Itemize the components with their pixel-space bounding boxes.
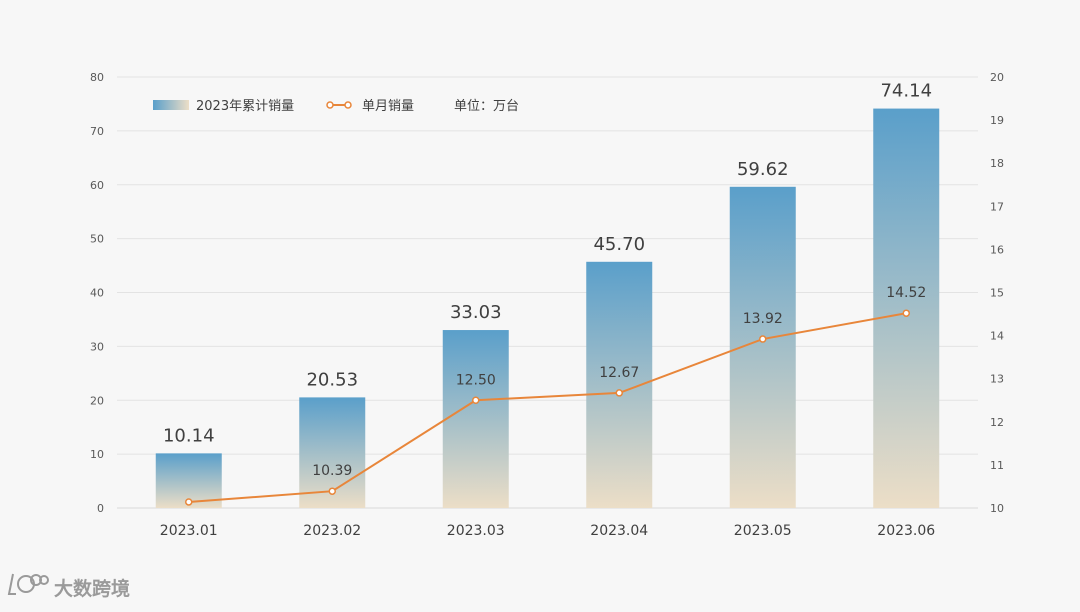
legend-swatch-bar <box>153 100 189 110</box>
x-axis-tick-label: 2023.03 <box>447 523 505 539</box>
bar-series: 10.14 20.53 33.03 45.70 59.62 74.14 <box>155 81 940 509</box>
bar-value-label: 10.14 <box>163 425 215 446</box>
x-axis-tick-label: 2023.06 <box>877 523 935 539</box>
line-value-label: 14.52 <box>886 285 926 301</box>
unit-note: 单位：万台 <box>454 99 519 114</box>
bar-value-label: 33.03 <box>450 302 502 323</box>
left-axis-tick-label: 30 <box>90 340 104 353</box>
right-axis-tick-label: 15 <box>990 287 1004 300</box>
bar-value-label: 59.62 <box>737 159 789 180</box>
legend-swatch-line-start <box>326 101 334 109</box>
x-axis: 2023.01 2023.02 2023.03 2023.04 2023.05 2023.… <box>160 523 935 539</box>
left-axis-tick-label: 0 <box>97 502 104 515</box>
line-point <box>759 335 767 343</box>
left-axis-tick-label: 20 <box>90 394 104 407</box>
series-line <box>188 312 907 503</box>
bar <box>873 108 940 509</box>
left-axis-tick-label: 60 <box>90 179 104 192</box>
left-axis-tick-label: 40 <box>90 287 104 300</box>
right-axis-tick-label: 11 <box>990 459 1004 472</box>
right-axis-tick-label: 19 <box>990 114 1004 127</box>
right-axis-tick-label: 13 <box>990 373 1004 386</box>
right-axis-tick-label: 12 <box>990 416 1004 429</box>
x-axis-tick-label: 2023.01 <box>160 523 218 539</box>
left-axis: 0 10 20 30 40 50 60 70 80 <box>90 71 104 515</box>
line-value-label: 13.92 <box>743 311 783 327</box>
right-axis-tick-label: 14 <box>990 330 1004 343</box>
x-axis-tick-label: 2023.05 <box>734 523 792 539</box>
right-axis: 10 11 12 13 14 15 16 17 18 19 20 <box>990 71 1004 515</box>
bar-value-label: 74.14 <box>880 81 932 102</box>
legend-swatch-line-end <box>344 101 352 109</box>
logo-icon <box>7 573 49 595</box>
legend-label-bar: 2023年累计销量 <box>196 99 294 114</box>
line-value-label: 10.39 <box>312 463 352 479</box>
line-point <box>902 309 910 317</box>
legend-label-line: 单月销量 <box>362 99 414 114</box>
right-axis-tick-label: 17 <box>990 200 1004 213</box>
line-point <box>328 487 336 495</box>
line-point <box>472 396 480 404</box>
line-series: 10.39 12.50 12.67 13.92 14.52 <box>185 285 926 506</box>
watermark: 大数跨境 <box>7 573 130 600</box>
left-axis-tick-label: 70 <box>90 125 104 138</box>
x-axis-tick-label: 2023.04 <box>590 523 648 539</box>
line-value-label: 12.67 <box>599 365 639 381</box>
left-axis-tick-label: 80 <box>90 71 104 84</box>
legend: 2023年累计销量 单月销量 单位：万台 <box>153 99 519 114</box>
right-axis-tick-label: 18 <box>990 157 1004 170</box>
watermark-text: 大数跨境 <box>54 577 130 600</box>
line-point <box>615 389 623 397</box>
line-value-label: 12.50 <box>456 372 496 388</box>
bar-value-label: 20.53 <box>306 369 358 390</box>
right-axis-tick-label: 10 <box>990 502 1004 515</box>
line-point <box>185 498 193 506</box>
right-axis-tick-label: 20 <box>990 71 1004 84</box>
bar <box>442 330 509 508</box>
right-axis-tick-label: 16 <box>990 243 1004 256</box>
x-axis-tick-label: 2023.02 <box>303 523 361 539</box>
grid-lines <box>117 76 978 509</box>
left-axis-tick-label: 10 <box>90 448 104 461</box>
left-axis-tick-label: 50 <box>90 233 104 246</box>
bar-value-label: 45.70 <box>593 234 645 255</box>
